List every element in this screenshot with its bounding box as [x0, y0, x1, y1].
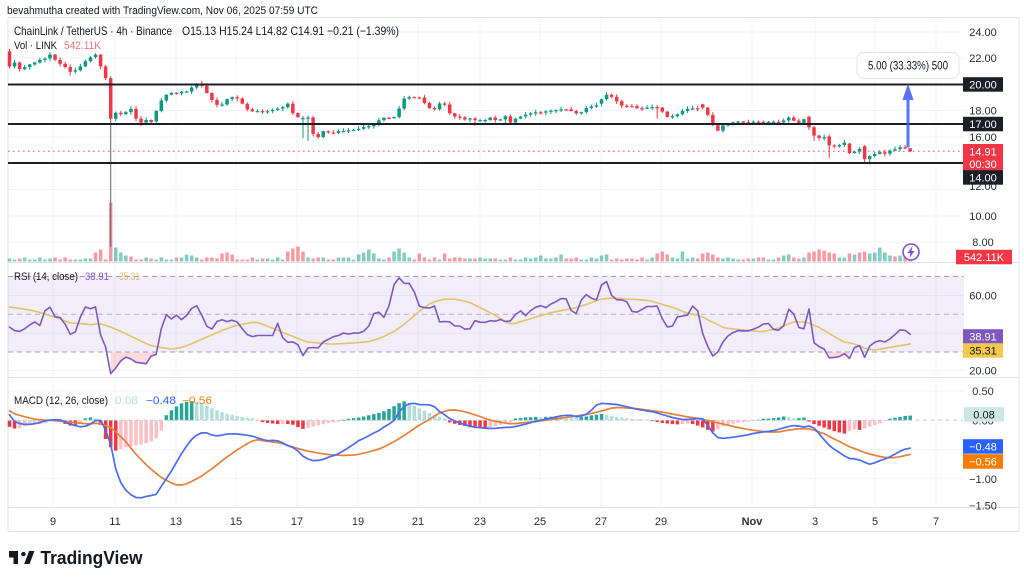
svg-text:ChainLink / TetherUS · 4h · Bi: ChainLink / TetherUS · 4h · Binance	[14, 24, 172, 38]
svg-text:RSI (14, close): RSI (14, close)	[14, 271, 78, 283]
svg-text:20.00: 20.00	[969, 366, 997, 378]
svg-text:Nov: Nov	[742, 516, 764, 528]
svg-text:542.11K: 542.11K	[64, 40, 102, 52]
svg-text:38.91: 38.91	[969, 331, 997, 343]
svg-text:16.00: 16.00	[969, 132, 997, 144]
svg-text:25: 25	[534, 516, 546, 528]
svg-text:17.00: 17.00	[969, 119, 997, 131]
svg-text:60.00: 60.00	[969, 291, 997, 303]
svg-text:14.91: 14.91	[969, 147, 997, 159]
svg-text:18.00: 18.00	[969, 106, 997, 118]
svg-text:0.08: 0.08	[973, 409, 994, 421]
svg-text:27: 27	[595, 516, 607, 528]
svg-text:35.31: 35.31	[119, 271, 140, 283]
svg-text:8.00: 8.00	[972, 237, 993, 249]
svg-text:−1.50: −1.50	[969, 501, 997, 513]
svg-text:0.08: 0.08	[115, 395, 138, 407]
svg-text:21: 21	[412, 516, 424, 528]
svg-text:−1.00: −1.00	[969, 474, 997, 486]
svg-text:35.31: 35.31	[969, 345, 997, 357]
svg-text:9: 9	[50, 516, 56, 528]
svg-text:O15.13 H15.24 L14.82 C14.91 −0: O15.13 H15.24 L14.82 C14.91 −0.21 (−1.39…	[182, 24, 399, 38]
svg-text:3: 3	[812, 516, 818, 528]
svg-text:TradingView: TradingView	[41, 547, 144, 568]
svg-text:14.00: 14.00	[969, 172, 997, 184]
svg-text:−0.56: −0.56	[969, 456, 997, 468]
svg-text:bevahmutha created with Tradin: bevahmutha created with TradingView.com,…	[7, 5, 318, 17]
svg-text:38.91: 38.91	[85, 271, 109, 283]
svg-text:−0.48: −0.48	[146, 395, 176, 407]
svg-text:−0.48: −0.48	[969, 441, 997, 453]
svg-text:Vol · LINK: Vol · LINK	[14, 40, 58, 52]
svg-text:23: 23	[474, 516, 486, 528]
svg-text:5: 5	[872, 516, 878, 528]
svg-text:MACD (12, 26, close): MACD (12, 26, close)	[14, 395, 108, 407]
svg-text:−0.56: −0.56	[182, 395, 212, 407]
svg-text:19: 19	[352, 516, 364, 528]
svg-text:5.00 (33.33%) 500: 5.00 (33.33%) 500	[868, 59, 948, 73]
svg-text:17: 17	[291, 516, 303, 528]
svg-text:22.00: 22.00	[969, 53, 997, 65]
svg-text:29: 29	[655, 516, 667, 528]
svg-text:00:30: 00:30	[969, 159, 997, 171]
svg-text:10.00: 10.00	[969, 211, 997, 223]
svg-text:0.50: 0.50	[972, 386, 993, 398]
svg-text:20.00: 20.00	[969, 79, 997, 91]
svg-text:13: 13	[170, 516, 182, 528]
svg-text:542.11K: 542.11K	[964, 252, 1005, 264]
svg-text:11: 11	[109, 516, 120, 528]
svg-text:7: 7	[933, 516, 939, 528]
svg-text:15: 15	[230, 516, 242, 528]
svg-text:24.00: 24.00	[969, 27, 997, 39]
